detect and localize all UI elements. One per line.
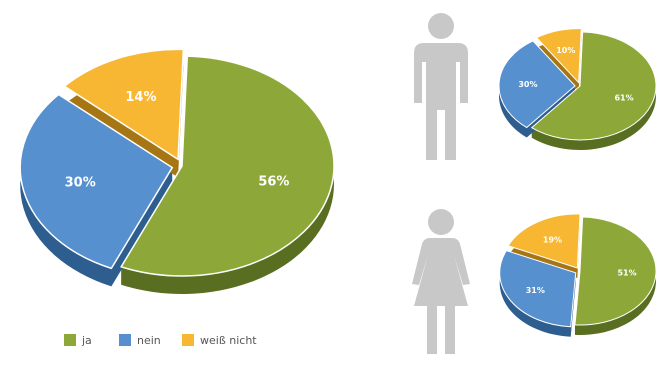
pie-label-weiss_nicht: 14% — [125, 90, 156, 105]
legend-label-ja: ja — [81, 334, 92, 347]
pie-chart-1: 56% 30% 14% — [19, 48, 335, 294]
legend-label-nein: nein — [137, 334, 161, 347]
female-icon — [412, 209, 470, 354]
pie-label-ja: 56% — [258, 175, 289, 190]
pie-chart-2: 61% 30% 10% — [498, 28, 657, 150]
female-icon-body — [412, 238, 470, 354]
pie-slice-ja — [530, 31, 657, 141]
pie-label-nein: 31% — [526, 286, 545, 295]
legend-swatch-nein — [119, 334, 131, 346]
pie-charts: 56% 30% 14% 61% 30% 10% 51% 31% 19% — [19, 28, 657, 337]
pie-slice-ja — [574, 216, 657, 326]
pie-slice-nein — [499, 250, 577, 328]
pie-slice-side-weiss_nicht — [536, 28, 582, 93]
pie-slice-weiss_nicht — [535, 28, 582, 84]
pie-label-nein: 30% — [518, 80, 537, 89]
pie-slice-side-nein — [20, 94, 173, 287]
legend: ja nein weiß nicht — [64, 334, 257, 347]
female-icon-head — [428, 209, 454, 235]
male-icon-head — [428, 13, 454, 39]
legend-label-weiss-nicht: weiß nicht — [200, 334, 257, 347]
pie-slice-nein — [19, 93, 174, 270]
male-icon — [414, 13, 468, 160]
male-icon-body — [414, 43, 468, 160]
pie-label-ja: 61% — [614, 94, 633, 103]
pie-label-ja: 51% — [617, 268, 636, 277]
pie-slice-weiss_nicht — [507, 213, 581, 269]
pie-slice-weiss_nicht — [63, 48, 185, 161]
pie-chart-3: 51% 31% 19% — [499, 213, 657, 337]
pie-slice-side-ja — [531, 32, 657, 150]
legend-swatch-ja — [64, 334, 76, 346]
pie-slice-nein — [498, 40, 576, 129]
legend-swatch-weiss-nicht — [182, 334, 194, 346]
pie-label-weiss_nicht: 19% — [543, 235, 562, 244]
pie-slice-ja — [120, 55, 335, 277]
pie-label-weiss_nicht: 10% — [556, 46, 575, 55]
pie-label-nein: 30% — [65, 176, 96, 191]
